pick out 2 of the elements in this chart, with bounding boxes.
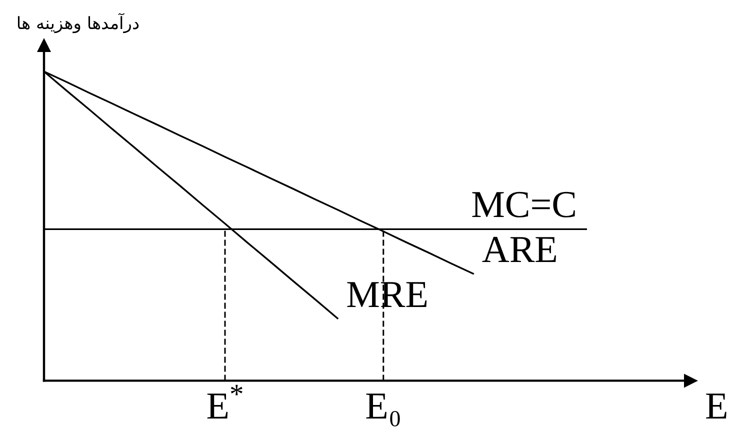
xlabel: E: [705, 386, 728, 427]
ylabel: درآمدها وهزینه ها: [16, 14, 140, 34]
